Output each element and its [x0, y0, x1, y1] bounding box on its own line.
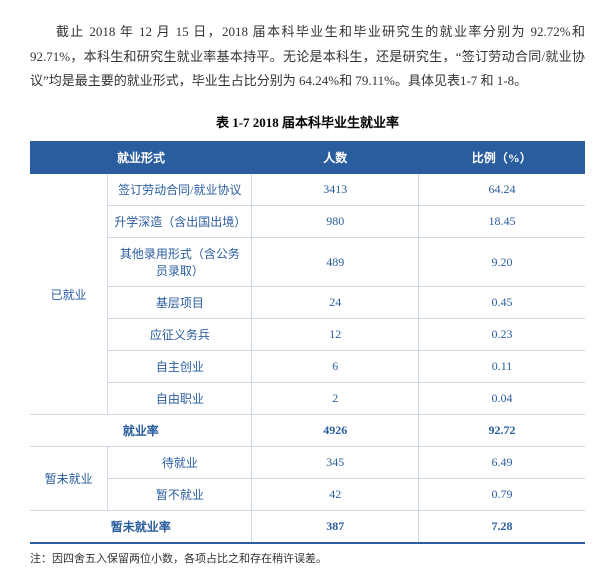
cell-count: 12 [252, 319, 419, 351]
summary-row: 就业率 4926 92.72 [30, 415, 585, 447]
cell-pct: 0.23 [418, 319, 585, 351]
table-row: 已就业 签订劳动合同/就业协议 3413 64.24 [30, 174, 585, 206]
cell-pct: 0.45 [418, 287, 585, 319]
employment-table: 就业形式 人数 比例（%） 已就业 签订劳动合同/就业协议 3413 64.24… [30, 141, 585, 544]
summary-pct: 92.72 [418, 415, 585, 447]
cell-count: 24 [252, 287, 419, 319]
table-row: 暂未就业 待就业 345 6.49 [30, 447, 585, 479]
cell-count: 3413 [252, 174, 419, 206]
cell-count: 42 [252, 479, 419, 511]
cell-form: 应征义务兵 [108, 319, 252, 351]
cell-count: 2 [252, 383, 419, 415]
cell-pct: 18.45 [418, 206, 585, 238]
cell-pct: 0.11 [418, 351, 585, 383]
cell-count: 489 [252, 238, 419, 287]
summary-count: 387 [252, 511, 419, 544]
header-form: 就业形式 [30, 141, 252, 174]
table-row: 应征义务兵 12 0.23 [30, 319, 585, 351]
cell-form: 基层项目 [108, 287, 252, 319]
intro-paragraph: 截止 2018 年 12 月 15 日，2018 届本科毕业生和毕业研究生的就业… [30, 20, 585, 94]
table-row: 自由职业 2 0.04 [30, 383, 585, 415]
group-label: 已就业 [30, 174, 108, 415]
cell-form: 升学深造（含出国出境） [108, 206, 252, 238]
table-row: 其他录用形式（含公务员录取） 489 9.20 [30, 238, 585, 287]
summary-count: 4926 [252, 415, 419, 447]
cell-form: 自主创业 [108, 351, 252, 383]
cell-pct: 0.79 [418, 479, 585, 511]
header-pct: 比例（%） [418, 141, 585, 174]
cell-pct: 64.24 [418, 174, 585, 206]
header-count: 人数 [252, 141, 419, 174]
cell-form: 待就业 [108, 447, 252, 479]
cell-pct: 0.04 [418, 383, 585, 415]
cell-pct: 9.20 [418, 238, 585, 287]
table-note: 注：因四舍五入保留两位小数，各项占比之和存在稍许误差。 [30, 550, 585, 566]
cell-pct: 6.49 [418, 447, 585, 479]
cell-form: 签订劳动合同/就业协议 [108, 174, 252, 206]
cell-count: 6 [252, 351, 419, 383]
cell-form: 暂不就业 [108, 479, 252, 511]
table-row: 暂不就业 42 0.79 [30, 479, 585, 511]
cell-form: 自由职业 [108, 383, 252, 415]
group-label: 暂未就业 [30, 447, 108, 511]
table-row: 升学深造（含出国出境） 980 18.45 [30, 206, 585, 238]
summary-pct: 7.28 [418, 511, 585, 544]
table-row: 基层项目 24 0.45 [30, 287, 585, 319]
summary-label: 暂未就业率 [30, 511, 252, 544]
cell-form: 其他录用形式（含公务员录取） [108, 238, 252, 287]
summary-label: 就业率 [30, 415, 252, 447]
cell-count: 980 [252, 206, 419, 238]
cell-count: 345 [252, 447, 419, 479]
summary-row: 暂未就业率 387 7.28 [30, 511, 585, 544]
table-title: 表 1-7 2018 届本科毕业生就业率 [30, 112, 585, 131]
table-row: 自主创业 6 0.11 [30, 351, 585, 383]
